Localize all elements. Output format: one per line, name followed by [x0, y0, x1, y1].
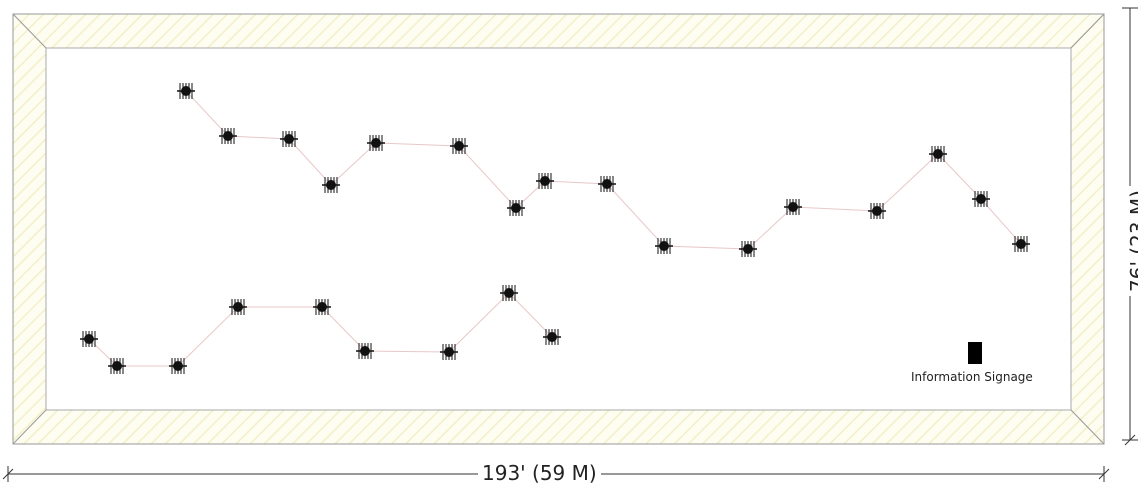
information-signage-label: Information Signage	[911, 370, 1033, 384]
station-marker-icon	[1012, 236, 1030, 252]
station-marker-icon	[655, 238, 673, 254]
station-marker-icon	[440, 344, 458, 360]
station-marker-icon	[784, 199, 802, 215]
station-marker-icon	[500, 285, 518, 301]
station-marker-icon	[229, 299, 247, 315]
station-marker-icon	[80, 331, 98, 347]
station-path-line	[185, 90, 1022, 250]
station-marker-icon	[507, 200, 525, 216]
station-marker-icon	[739, 241, 757, 257]
station-marker-icon	[536, 173, 554, 189]
station-marker-icon	[598, 176, 616, 192]
station-marker-icon	[177, 83, 195, 99]
station-marker-icon	[356, 343, 374, 359]
station-marker-icon	[868, 203, 886, 219]
station-marker-icon	[929, 146, 947, 162]
room-border	[12, 13, 1105, 445]
station-marker-icon	[543, 329, 561, 345]
station-marker-icon	[219, 128, 237, 144]
stations	[80, 83, 1030, 374]
station-marker-icon	[322, 177, 340, 193]
station-marker-icon	[450, 138, 468, 154]
station-marker-icon	[972, 191, 990, 207]
station-marker-icon	[367, 135, 385, 151]
station-marker-icon	[108, 358, 126, 374]
station-marker-icon	[169, 358, 187, 374]
station-marker-icon	[313, 299, 331, 315]
station-marker-icon	[280, 131, 298, 147]
width-dimension-label: 193' (59 M)	[478, 462, 601, 484]
information-signage-icon	[968, 342, 982, 364]
height-dimension-label: 76' (23 M)	[1126, 186, 1138, 296]
